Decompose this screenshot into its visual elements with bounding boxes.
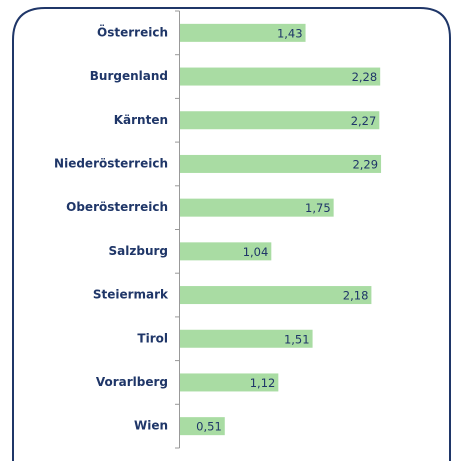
category-label: Burgenland [90,69,168,83]
bar [180,417,225,436]
value-label: 1,12 [250,376,276,390]
value-label: 2,29 [352,157,378,171]
bar [180,198,334,217]
category-label: Oberösterreich [66,200,168,214]
bar [180,329,313,348]
bar [180,373,279,392]
category-label: Niederösterreich [54,156,168,170]
category-label: Vorarlberg [96,375,168,389]
bar [180,154,382,173]
value-label: 1,04 [243,245,269,259]
category-label: Wien [134,419,168,433]
value-label: 1,43 [277,26,303,40]
category-label: Österreich [97,24,168,39]
bar [180,111,380,130]
category-label: Kärnten [114,113,168,127]
value-label: 0,51 [196,420,222,434]
value-label: 2,27 [351,114,377,128]
category-label: Tirol [137,331,168,345]
value-label: 1,75 [305,201,331,215]
bar [180,286,372,305]
bar [180,242,272,261]
value-label: 1,51 [284,332,310,346]
value-label: 2,28 [352,70,378,84]
value-label: 2,18 [343,289,369,303]
category-label: Salzburg [109,244,168,258]
bar [180,23,306,42]
category-label: Steiermark [93,288,169,302]
frame [12,7,451,461]
bar [180,67,381,86]
